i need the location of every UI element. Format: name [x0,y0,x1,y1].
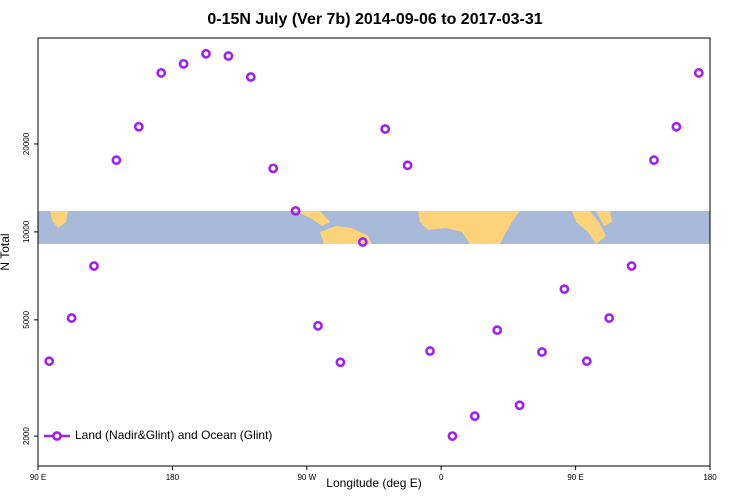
data-point [514,400,525,411]
data-point [201,48,211,59]
legend-label: Land (Nadir&Glint) and Ocean (Glint) [75,428,272,442]
data-point [357,237,368,247]
data-point [178,58,189,69]
data-point [44,356,55,367]
data-point [671,121,682,132]
x-tick-label: 90 E [30,473,46,482]
data-point [66,313,77,323]
y-tick-label: 10000 [22,220,31,243]
data-point [111,155,122,166]
data-point [604,313,615,323]
data-point [402,160,413,171]
data-point [89,261,99,271]
data-point [492,325,503,336]
y-tick-label: 2000 [22,427,31,445]
land-central-america [296,211,330,226]
y-axis-label: N Total [0,233,12,270]
x-tick-label: 0 [439,473,444,482]
plot-frame [37,37,711,467]
data-point [559,284,570,295]
chart-title: 0-15N July (Ver 7b) 2014-09-06 to 2017-0… [207,11,542,28]
data-point [447,431,458,441]
data-point [469,411,480,422]
data-point [290,205,301,216]
data-point [380,124,391,134]
data-point [223,51,234,61]
y-tick-label: 5000 [22,310,31,328]
data-point [693,68,704,78]
data-point [268,163,279,174]
x-tick-label: 180 [703,473,717,482]
data-point [425,346,435,356]
data-point [649,155,659,166]
x-tick-label: 90 W [297,473,316,482]
data-point [626,261,637,271]
legend-marker [52,431,62,441]
land-africa [418,211,520,244]
data-point [313,320,323,331]
map-band [38,211,710,244]
data-point [245,72,256,82]
x-tick-label: 90 E [567,473,583,482]
x-tick-label: 180 [166,473,180,482]
data-point [335,357,346,368]
data-point [581,356,592,367]
data-point [133,121,144,132]
x-axis-label: Longitude (deg E) [326,476,421,490]
data-point [537,347,547,357]
data-point [156,68,167,78]
y-tick-label: 20000 [22,132,31,155]
